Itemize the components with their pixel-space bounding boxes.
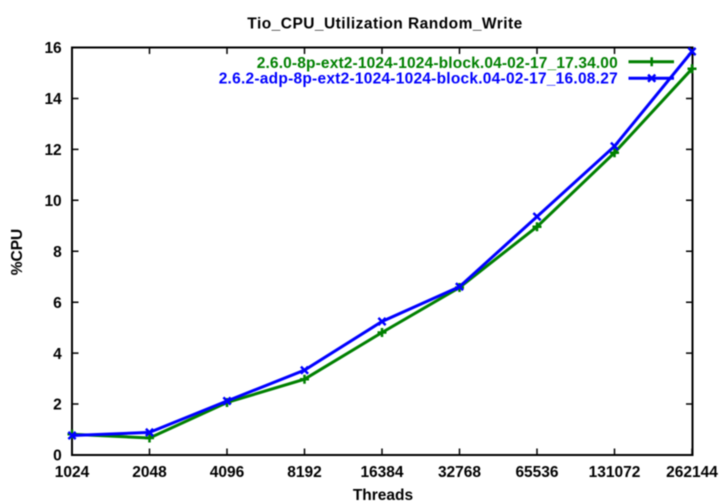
svg-text:10: 10	[44, 193, 61, 210]
svg-text:2.6.0-8p-ext2-1024-1024-block.: 2.6.0-8p-ext2-1024-1024-block.04-02-17_1…	[257, 55, 618, 72]
svg-text:2048: 2048	[132, 464, 167, 481]
svg-text:8192: 8192	[287, 464, 321, 481]
svg-text:2: 2	[53, 397, 62, 414]
svg-text:1024: 1024	[55, 464, 90, 481]
svg-text:4096: 4096	[210, 464, 245, 481]
svg-text:16384: 16384	[360, 464, 403, 481]
svg-text:32768: 32768	[438, 464, 481, 481]
svg-text:16: 16	[44, 40, 62, 57]
svg-text:Tio_CPU_Utilization Random_Wri: Tio_CPU_Utilization Random_Write	[247, 15, 522, 32]
svg-text:262144: 262144	[666, 464, 718, 481]
svg-text:0: 0	[53, 448, 62, 465]
svg-text:131072: 131072	[589, 464, 641, 481]
svg-text:%CPU: %CPU	[9, 229, 26, 276]
svg-text:2.6.2-adp-8p-ext2-1024-1024-bl: 2.6.2-adp-8p-ext2-1024-1024-block.04-02-…	[219, 70, 618, 87]
svg-text:4: 4	[53, 346, 62, 363]
svg-text:65536: 65536	[515, 464, 558, 481]
svg-text:12: 12	[44, 142, 61, 159]
svg-text:8: 8	[53, 244, 62, 261]
svg-text:6: 6	[53, 295, 62, 312]
svg-text:14: 14	[44, 91, 62, 108]
svg-text:Threads: Threads	[353, 487, 413, 504]
